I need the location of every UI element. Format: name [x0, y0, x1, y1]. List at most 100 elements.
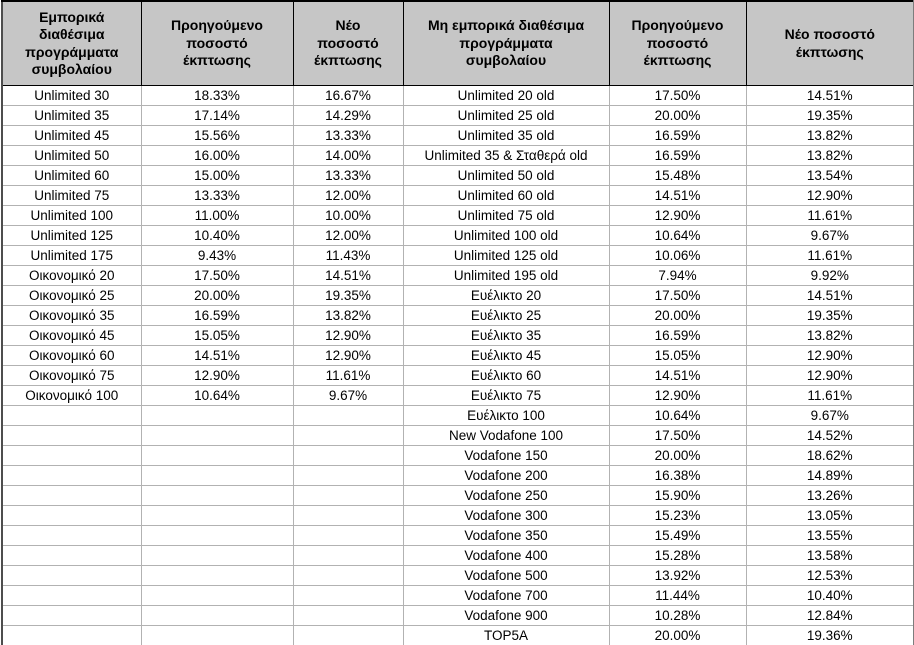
previous-discount-cell: 10.64%: [608, 225, 747, 246]
previous-discount-cell: [140, 425, 294, 446]
table-row: Οικονομικό 45 15.05% 12.90% Ευέλικτο 35 16.5…: [1, 325, 914, 346]
table-row: Οικονομικό 25 20.00% 19.35% Ευέλικτο 20 17.5…: [1, 285, 914, 306]
previous-discount-cell: 13.92%: [608, 565, 747, 586]
new-discount-cell: [292, 565, 404, 586]
previous-discount-cell: 12.90%: [608, 205, 747, 226]
commercial-plan-cell: Unlimited 35: [1, 105, 142, 126]
noncommercial-plan-cell: Unlimited 20 old: [402, 85, 610, 106]
new-discount-cell: 13.82%: [745, 325, 914, 346]
noncommercial-plan-cell: Unlimited 50 old: [402, 165, 610, 186]
previous-discount-cell: 16.38%: [608, 465, 747, 486]
previous-discount-cell: 13.33%: [140, 185, 294, 206]
table-row: Οικονομικό 20 17.50% 14.51% Unlimited 195 o…: [1, 265, 914, 286]
noncommercial-plan-cell: Unlimited 125 old: [402, 245, 610, 266]
commercial-plan-cell: Unlimited 75: [1, 185, 142, 206]
previous-discount-cell: 14.51%: [608, 365, 747, 386]
previous-discount-cell: 18.33%: [140, 85, 294, 106]
previous-discount-cell: 16.59%: [608, 125, 747, 146]
previous-discount-cell: 10.28%: [608, 605, 747, 626]
previous-discount-cell: [140, 405, 294, 426]
commercial-plan-cell: [1, 605, 142, 626]
new-discount-cell: 11.43%: [292, 245, 404, 266]
new-discount-cell: 9.67%: [745, 225, 914, 246]
new-discount-cell: 12.90%: [745, 345, 914, 366]
header-new-discount-left: Νέο ποσοστό έκπτωσης: [292, 0, 404, 86]
previous-discount-cell: 12.90%: [140, 365, 294, 386]
previous-discount-cell: [140, 625, 294, 645]
table-row: Unlimited 75 13.33% 12.00% Unlimited 60 old…: [1, 185, 914, 206]
previous-discount-cell: 11.00%: [140, 205, 294, 226]
commercial-plan-cell: [1, 525, 142, 546]
commercial-plan-cell: Unlimited 50: [1, 145, 142, 166]
new-discount-cell: 14.51%: [745, 285, 914, 306]
commercial-plan-cell: [1, 425, 142, 446]
new-discount-cell: 11.61%: [292, 365, 404, 386]
table-row: Vodafone 150 20.00% 18.62%: [1, 445, 914, 466]
previous-discount-cell: [140, 485, 294, 506]
previous-discount-cell: [140, 445, 294, 466]
table-row: Unlimited 35 17.14% 14.29% Unlimited 25 old…: [1, 105, 914, 126]
new-discount-cell: 19.35%: [745, 305, 914, 326]
previous-discount-cell: 20.00%: [608, 305, 747, 326]
previous-discount-cell: 20.00%: [608, 105, 747, 126]
previous-discount-cell: 16.00%: [140, 145, 294, 166]
noncommercial-plan-cell: Unlimited 25 old: [402, 105, 610, 126]
header-noncommercial-plans: Μη εμπορικά διαθέσιμα προγράμματα συμβολ…: [402, 0, 610, 86]
noncommercial-plan-cell: Vodafone 250: [402, 485, 610, 506]
noncommercial-plan-cell: TOP5A: [402, 625, 610, 645]
commercial-plan-cell: [1, 585, 142, 606]
noncommercial-plan-cell: New Vodafone 100: [402, 425, 610, 446]
noncommercial-plan-cell: Vodafone 700: [402, 585, 610, 606]
new-discount-cell: 19.35%: [292, 285, 404, 306]
new-discount-cell: 10.40%: [745, 585, 914, 606]
previous-discount-cell: 16.59%: [608, 325, 747, 346]
previous-discount-cell: 11.44%: [608, 585, 747, 606]
noncommercial-plan-cell: Unlimited 100 old: [402, 225, 610, 246]
previous-discount-cell: 10.06%: [608, 245, 747, 266]
new-discount-cell: 14.29%: [292, 105, 404, 126]
new-discount-cell: 13.58%: [745, 545, 914, 566]
noncommercial-plan-cell: Ευέλικτο 60: [402, 365, 610, 386]
previous-discount-cell: 12.90%: [608, 385, 747, 406]
previous-discount-cell: 20.00%: [608, 625, 747, 645]
new-discount-cell: 18.62%: [745, 445, 914, 466]
noncommercial-plan-cell: Vodafone 400: [402, 545, 610, 566]
new-discount-cell: 16.67%: [292, 85, 404, 106]
new-discount-cell: 13.33%: [292, 165, 404, 186]
header-previous-discount-right: Προηγούμενο ποσοστό έκπτωσης: [608, 0, 747, 86]
new-discount-cell: [292, 525, 404, 546]
table-row: Unlimited 50 16.00% 14.00% Unlimited 35 & Σ…: [1, 145, 914, 166]
noncommercial-plan-cell: Unlimited 35 old: [402, 125, 610, 146]
previous-discount-cell: 15.56%: [140, 125, 294, 146]
new-discount-cell: [292, 445, 404, 466]
table-row: Vodafone 900 10.28% 12.84%: [1, 605, 914, 626]
commercial-plan-cell: Οικονομικό 60: [1, 345, 142, 366]
noncommercial-plan-cell: Vodafone 300: [402, 505, 610, 526]
previous-discount-cell: [140, 465, 294, 486]
new-discount-cell: 14.89%: [745, 465, 914, 486]
commercial-plan-cell: [1, 465, 142, 486]
new-discount-cell: [292, 625, 404, 645]
table-row: Vodafone 500 13.92% 12.53%: [1, 565, 914, 586]
new-discount-cell: 11.61%: [745, 245, 914, 266]
header-new-discount-right: Νέο ποσοστό έκπτωσης: [745, 0, 914, 86]
previous-discount-cell: 17.50%: [608, 425, 747, 446]
noncommercial-plan-cell: Unlimited 60 old: [402, 185, 610, 206]
previous-discount-cell: 15.23%: [608, 505, 747, 526]
previous-discount-cell: [140, 505, 294, 526]
previous-discount-cell: 17.50%: [608, 285, 747, 306]
noncommercial-plan-cell: Ευέλικτο 35: [402, 325, 610, 346]
noncommercial-plan-cell: Unlimited 195 old: [402, 265, 610, 286]
table-row: Vodafone 200 16.38% 14.89%: [1, 465, 914, 486]
table-row: Unlimited 45 15.56% 13.33% Unlimited 35 old…: [1, 125, 914, 146]
table-row: New Vodafone 100 17.50% 14.52%: [1, 425, 914, 446]
previous-discount-cell: [140, 525, 294, 546]
new-discount-cell: 19.35%: [745, 105, 914, 126]
previous-discount-cell: 20.00%: [608, 445, 747, 466]
previous-discount-cell: 15.28%: [608, 545, 747, 566]
commercial-plan-cell: [1, 405, 142, 426]
noncommercial-plan-cell: Ευέλικτο 25: [402, 305, 610, 326]
new-discount-cell: 10.00%: [292, 205, 404, 226]
previous-discount-cell: 15.49%: [608, 525, 747, 546]
previous-discount-cell: 16.59%: [608, 145, 747, 166]
